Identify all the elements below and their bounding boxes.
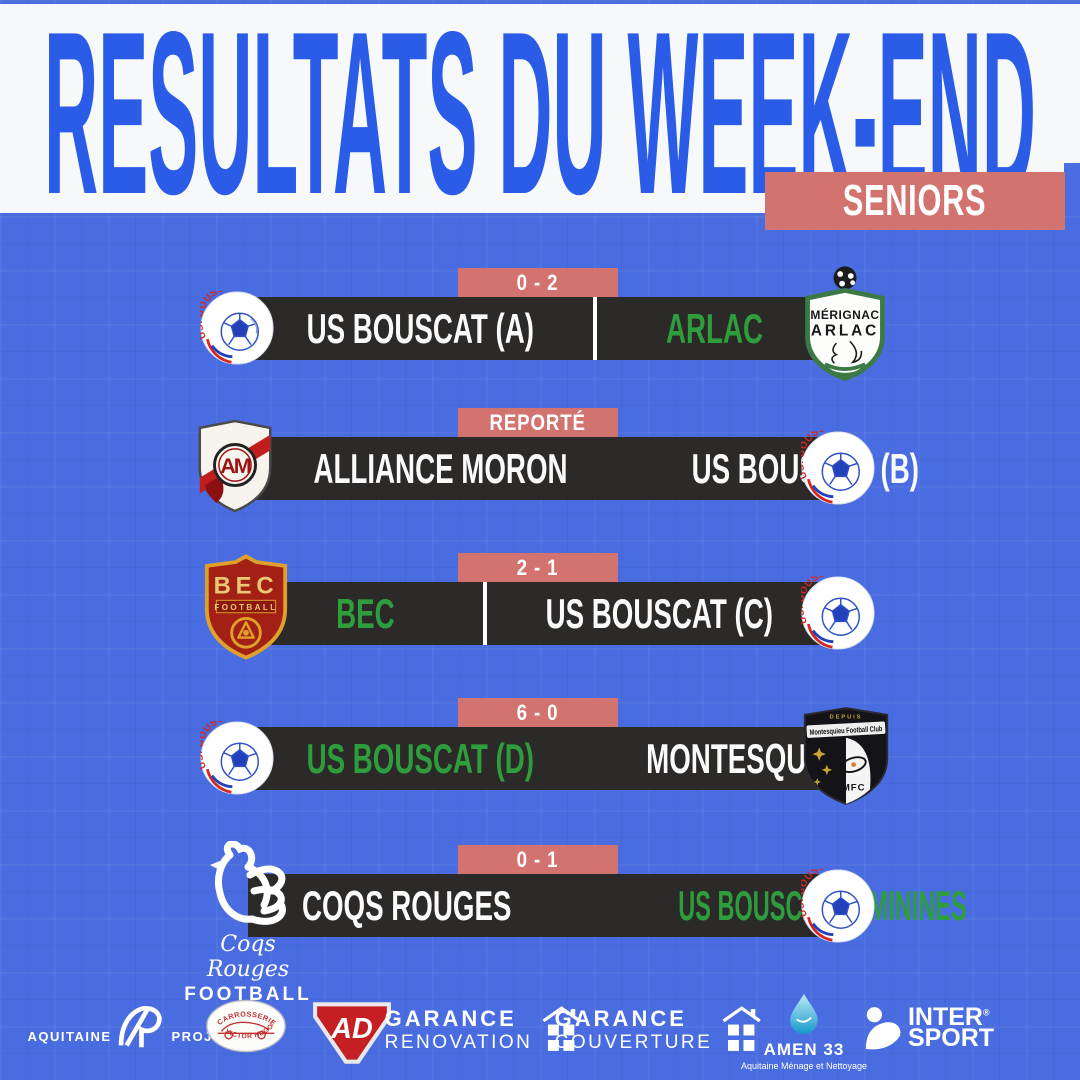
home-team-name: US BOUSCAT (A) xyxy=(306,304,534,352)
sponsor-strip: AQUITAINE PROJET CARROSSERIE xyxy=(0,992,1080,1080)
category-badge: SENIORS xyxy=(765,172,1065,230)
sponsor-garance-couverture-logo: GARANCE COUVERTURE xyxy=(555,1006,762,1054)
montesquieu-top-text: DEPUIS xyxy=(830,715,863,721)
water-drop-icon xyxy=(790,993,818,1034)
home-team-name: US BOUSCAT (D) xyxy=(306,734,534,782)
montesquieu-monogram: MFC xyxy=(842,783,866,794)
home-team-name: ALLIANCE MORON xyxy=(313,444,568,492)
bec-sub: FOOTBALL xyxy=(214,603,277,612)
us-bouscat-logo: US. BOUSCAT xyxy=(194,711,274,795)
amen33-tagline: Aquitaine Ménage et Nettoyage xyxy=(740,1061,868,1071)
bar-divider xyxy=(483,582,488,645)
score-badge: 6 - 0 xyxy=(458,698,618,727)
score-badge: 0 - 1 xyxy=(458,845,618,874)
score-text: REPORTÉ xyxy=(489,409,587,435)
sponsor-garance-renovation-logo: GARANCE RENOVATION xyxy=(385,1006,582,1054)
garance-couverture-line2: COUVERTURE xyxy=(554,1032,713,1053)
us-bouscat-logo: US. BOUSCAT xyxy=(795,421,875,505)
sponsor-amen33-logo: AMEN 33 Aquitaine Ménage et Nettoyage xyxy=(741,992,867,1071)
garance-renovation-line1: GARANCE xyxy=(384,1006,517,1031)
sponsor-carrosserie-victor-hugo-logo: CARROSSERIE VICTOR HUGO xyxy=(205,998,287,1059)
house-icon xyxy=(722,1006,761,1051)
us-bouscat-logo: US. BOUSCAT xyxy=(795,566,875,650)
amen33-name: AMEN 33 xyxy=(763,1040,845,1059)
score-text: 0 - 2 xyxy=(517,269,559,295)
band-notch xyxy=(1064,163,1080,213)
rooster-icon xyxy=(210,840,286,925)
sponsor-aquitaine-projet-logo: AQUITAINE PROJET xyxy=(27,1002,232,1048)
match-row: 0 - 1 COQS ROUGES US BOUSCAT FEMININES C… xyxy=(0,840,1080,1005)
coqs-rouges-script: Coqs Rouges xyxy=(206,932,290,982)
match-bar: US BOUSCAT (D) MONTESQUIEU xyxy=(248,727,852,790)
garance-renovation-line2: RENOVATION xyxy=(384,1032,533,1053)
home-team-name: BEC xyxy=(336,589,396,637)
score-text: 2 - 1 xyxy=(517,554,559,580)
ad-label: AD xyxy=(330,1013,372,1045)
registered-mark: ® xyxy=(982,1007,990,1018)
match-bar: US BOUSCAT (A) ARLAC xyxy=(248,297,832,360)
garance-couverture-line1: GARANCE xyxy=(554,1006,687,1031)
away-team-name: US BOUSCAT (C) xyxy=(546,589,774,637)
score-text: 6 - 0 xyxy=(517,699,559,725)
home-team-name: COQS ROUGES xyxy=(301,881,512,929)
montesquieu-banner-text: Montesquieu Football Club xyxy=(809,724,882,737)
match-row: 0 - 2 US BOUSCAT (A) ARLAC US. BOUSCAT xyxy=(0,266,1080,418)
score-badge: 2 - 1 xyxy=(458,553,618,582)
intersport-line2: SPORT xyxy=(907,1024,995,1052)
merignac-arlac-logo: MÉRIGNAC ARLAC xyxy=(797,264,893,382)
match-bar: BEC US BOUSCAT (C) xyxy=(248,582,832,645)
alliance-moron-logo: AM xyxy=(191,417,279,515)
arlac-line2: ARLAC xyxy=(811,322,879,339)
score-badge: REPORTÉ xyxy=(458,408,618,437)
us-bouscat-logo: US. BOUSCAT xyxy=(795,859,875,943)
coqs-rouges-logo: Coqs Rouges FOOTBALL xyxy=(178,840,318,1006)
match-bar: ALLIANCE MORON US BOUSCAT (B) xyxy=(248,437,919,500)
intersport-figure-icon xyxy=(865,1007,901,1050)
aquitaine-word: AQUITAINE xyxy=(27,1029,112,1044)
match-bar: COQS ROUGES US BOUSCAT FEMININES xyxy=(248,874,967,937)
arlac-line1: MÉRIGNAC xyxy=(810,307,879,322)
match-row: 6 - 0 US BOUSCAT (D) MONTESQUIEU US. BOU… xyxy=(0,698,1080,848)
sponsor-intersport-logo: INTER® SPORT xyxy=(864,1002,995,1052)
away-team-name: ARLAC xyxy=(665,304,763,352)
house-icon xyxy=(542,1006,581,1051)
score-badge: 0 - 2 xyxy=(458,268,618,297)
match-row: REPORTÉ ALLIANCE MORON US BOUSCAT (B) AM xyxy=(0,408,1080,558)
bec-name: BEC xyxy=(214,573,279,600)
sponsor-ad-logo: AD xyxy=(311,1000,393,1071)
am-monogram: AM xyxy=(220,454,251,478)
montesquieu-logo: DEPUIS Montesquieu Football Club MFC xyxy=(800,705,892,807)
match-row: 2 - 1 BEC US BOUSCAT (C) BEC FOOTBALL xyxy=(0,553,1080,703)
category-badge-label: SENIORS xyxy=(843,176,987,225)
bec-logo: BEC FOOTBALL xyxy=(203,553,289,661)
score-text: 0 - 1 xyxy=(517,846,559,872)
bar-divider xyxy=(592,297,597,360)
ap-mark-icon xyxy=(118,1005,162,1048)
intersport-line1: INTER xyxy=(907,1002,983,1031)
coqs-rouges-sub: FOOTBALL xyxy=(184,984,312,1005)
us-bouscat-logo: US. BOUSCAT xyxy=(194,281,274,365)
